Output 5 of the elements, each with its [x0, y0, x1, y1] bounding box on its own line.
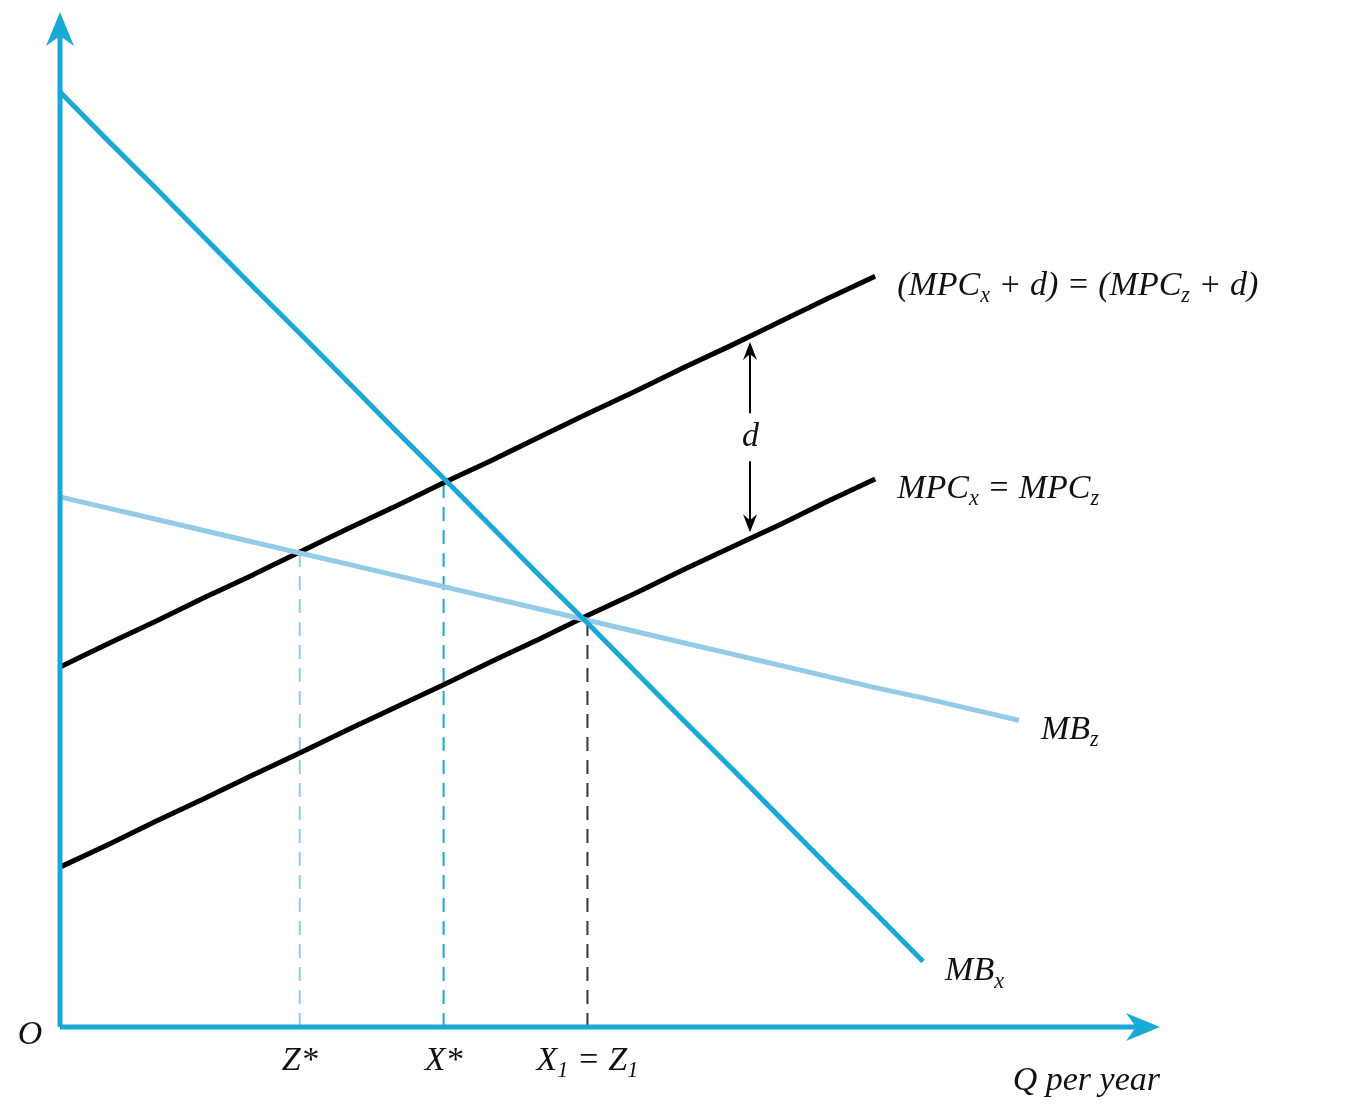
x-tick-label: Z* — [281, 1039, 318, 1077]
x-tick-label: X* — [422, 1039, 463, 1077]
x-axis-title: Q per year — [1012, 1059, 1161, 1097]
annotation: d — [741, 416, 760, 454]
annotation: O — [17, 1013, 43, 1051]
